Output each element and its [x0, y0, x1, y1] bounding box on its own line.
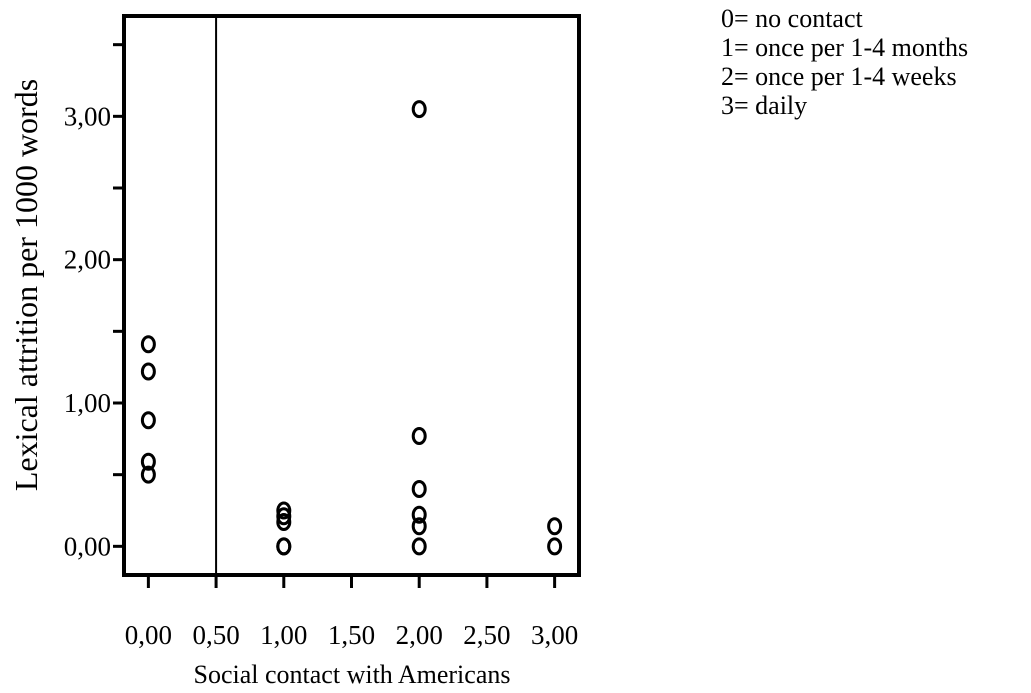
data-point — [547, 537, 563, 556]
data-point — [411, 505, 427, 524]
x-tick-label: 0,00 — [125, 620, 172, 650]
x-tick-label: 2,50 — [463, 620, 510, 650]
data-point — [276, 512, 292, 531]
plot-frame — [122, 14, 581, 577]
data-point — [411, 537, 427, 556]
data-point — [411, 480, 427, 498]
legend: 0= no contact 1= once per 1-4 months 2= … — [721, 4, 968, 120]
y-axis-label: Lexical attrition per 1000 words — [8, 79, 44, 491]
x-axis-ticks: 0,00 0,50 1,00 1,50 2,00 2,50 3,00 — [125, 575, 578, 650]
x-tick-label: 2,00 — [396, 620, 443, 650]
data-point — [140, 452, 156, 471]
x-tick-label: 1,00 — [260, 620, 307, 650]
x-axis-label: Social contact with Americans — [194, 660, 511, 689]
data-point — [140, 411, 156, 430]
legend-entry-2: 2= once per 1-4 weeks — [721, 62, 957, 91]
legend-entry-1: 1= once per 1-4 months — [721, 33, 969, 62]
data-point — [276, 537, 292, 556]
legend-entry-0: 0= no contact — [721, 4, 863, 33]
y-tick-label: 2,00 — [64, 245, 111, 275]
y-axis-ticks: 0,00 1,00 2,00 3,00 — [64, 43, 124, 561]
x-tick-label: 1,50 — [328, 620, 375, 650]
y-tick-label: 1,00 — [64, 388, 111, 418]
data-point — [411, 517, 427, 536]
data-point — [411, 100, 427, 119]
data-point — [411, 426, 427, 445]
plot-border — [122, 14, 581, 577]
data-point — [547, 517, 563, 536]
y-tick-label: 0,00 — [64, 531, 111, 561]
data-points — [140, 100, 563, 556]
data-point — [140, 465, 156, 484]
x-tick-label: 0,50 — [192, 620, 239, 650]
data-point — [276, 507, 292, 526]
x-tick-label: 3,00 — [531, 620, 578, 650]
data-point — [276, 501, 292, 520]
data-point — [140, 335, 156, 354]
data-point — [140, 362, 156, 381]
legend-entry-3: 3= daily — [721, 91, 808, 120]
y-tick-label: 3,00 — [64, 101, 111, 131]
